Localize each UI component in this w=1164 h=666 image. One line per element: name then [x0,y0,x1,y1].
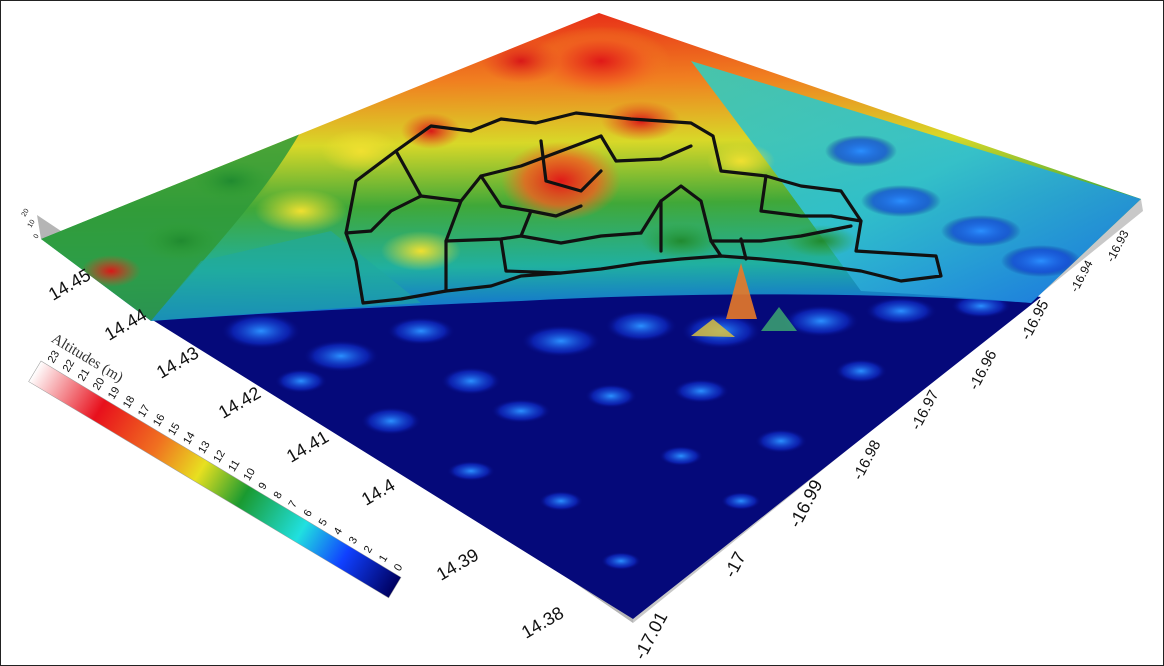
lat-tick-label: 14.39 [433,545,482,585]
legend-tick-label: 3 [347,535,360,546]
legend-tick-label: 10 [241,466,258,483]
legend-tick-label: 17 [136,403,153,420]
lat-tick-label: 14.45 [45,265,94,305]
legend-tick-label: 8 [271,490,284,501]
lat-tick-label: 14.4 [358,475,398,510]
ocean-surface [151,287,1041,619]
legend-tick-label: 15 [166,421,183,438]
coastal-peak [726,263,757,319]
legend-tick-label: 21 [76,367,93,384]
district-boundaries [344,111,943,305]
legend-tick-label: 0 [392,562,405,573]
land-texture [41,26,1141,321]
legend-tick-label: 13 [196,439,213,456]
lat-tick-label: 14.41 [283,427,332,467]
z-tick-label: 0 [33,233,41,240]
legend-tick-label: 1 [377,553,390,564]
coastal-peak [691,319,735,337]
legend-color-bar [28,360,402,599]
legend-tick-label: 4 [332,526,345,537]
legend-tick-label: 6 [302,508,315,519]
legend-tick-label: 22 [61,358,78,375]
lat-tick-label: 14.44 [101,305,150,345]
legend-tick-label: 12 [211,448,228,465]
legend-tick-label: 2 [362,544,375,555]
legend-tick-label: 14 [181,430,198,447]
lat-tick-label: 14.42 [215,383,264,423]
z-tick-label: 10 [27,219,37,229]
coastal-peak [761,307,797,331]
legend-tick-label: 9 [256,481,269,492]
lat-tick-label: 14.43 [153,343,202,383]
lat-tick-label: 14.38 [518,603,567,643]
z-tick-label: 20 [21,208,31,218]
legend-tick-label: 20 [91,376,108,393]
lon-tick-label: -17 [720,549,750,581]
legend-tick-label: 18 [121,394,138,411]
legend-tick-label: 19 [106,385,123,402]
legend-tick-label: 11 [226,458,242,474]
legend-tick-label: 16 [151,412,168,429]
lon-tick-label: -16.96 [966,347,1001,393]
legend-tick-label: 7 [287,499,300,510]
lon-tick-label: -16.98 [850,437,885,483]
legend-tick-label: 23 [46,349,63,366]
ocean-texture [221,294,1011,570]
legend-tick-label: 5 [317,517,330,528]
altitude-axis: 20 10 0 [21,208,41,240]
